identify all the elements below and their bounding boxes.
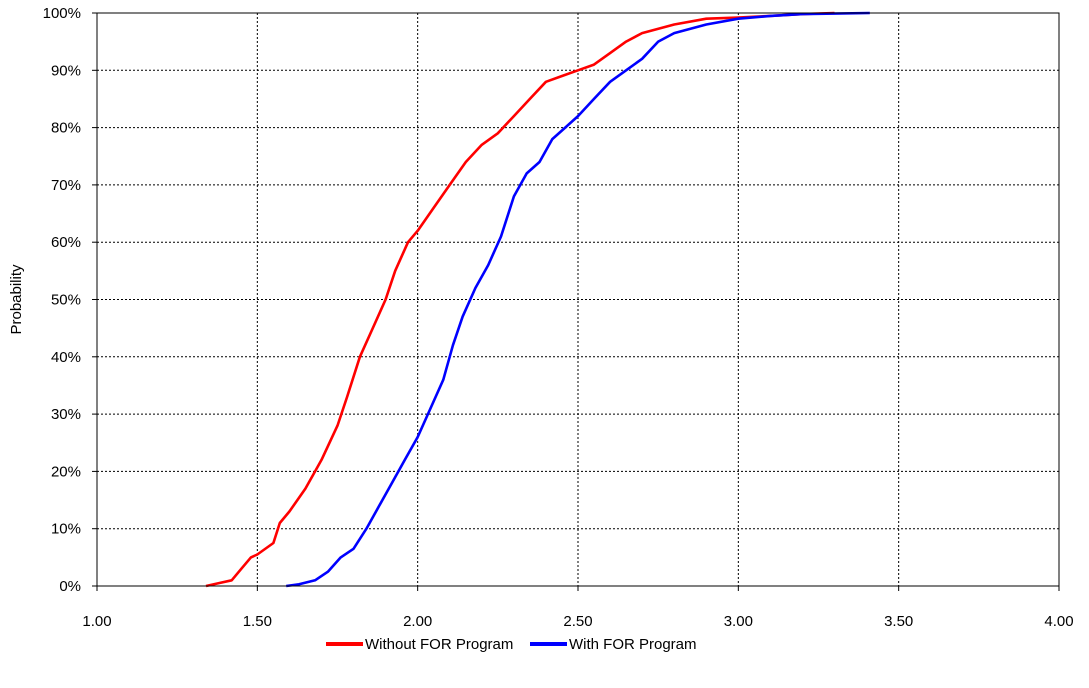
x-tick-label: 2.00 [403,613,432,630]
x-tick-label: 1.50 [243,613,272,630]
y-tick-label: 40% [51,349,81,366]
axes [92,12,1060,591]
y-tick-label: 0% [59,578,81,595]
x-tick-label: 1.00 [82,613,111,630]
y-axis-title: Probability [8,264,25,335]
x-tick-label: 4.00 [1044,613,1073,630]
y-tick-label: 50% [51,292,81,309]
y-tick-label: 60% [51,234,81,251]
legend-label: With FOR Program [569,636,697,653]
series-line-without-for-program [205,11,835,588]
y-tick-label: 100% [43,5,81,22]
x-tick-label: 3.50 [884,613,913,630]
y-tick-label: 10% [51,521,81,538]
x-tick-label: 2.50 [563,613,592,630]
y-tick-label: 20% [51,463,81,480]
plot-area-border [96,12,1060,587]
y-tick-label: 30% [51,406,81,423]
series-lines [205,11,870,588]
tick-labels: 0% 10% 20% 30% 40% 50% 60% 70% 80% 90% 100% 1.00 1.5… [43,5,1074,630]
y-tick-label: 90% [51,62,81,79]
y-tick-label: 70% [51,177,81,194]
legend-label: Without FOR Program [365,636,513,653]
series-line-with-for-program [286,11,870,588]
grid [97,12,1060,586]
x-tick-label: 3.00 [724,613,753,630]
y-tick-label: 80% [51,120,81,137]
legend: Without FOR Program With FOR Program [326,636,697,653]
